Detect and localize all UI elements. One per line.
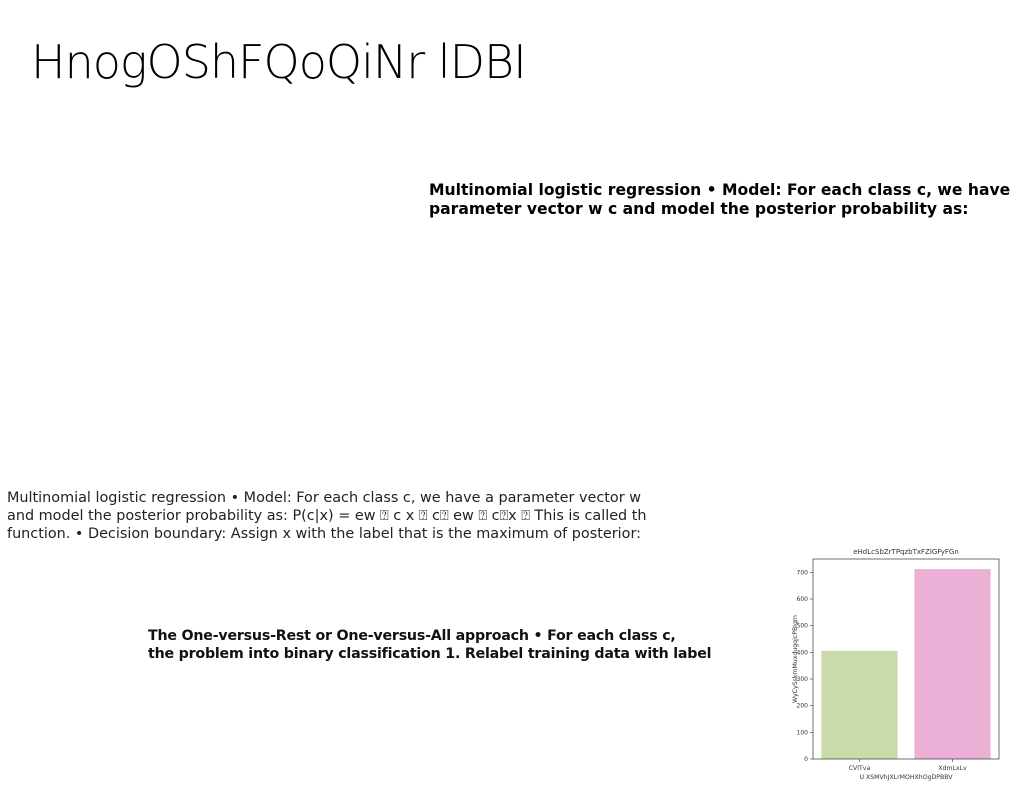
chart-title: eHdLcSbZrTPqzbTxFZIGFyFGn (853, 548, 959, 556)
y-tick-label: 500 (797, 623, 809, 630)
y-tick-label: 300 (797, 676, 809, 683)
y-tick-label: 600 (797, 596, 809, 603)
y-tick-label: 700 (797, 569, 809, 576)
text-line: and model the posterior probability as: … (7, 508, 647, 524)
text-block-multinomial-heading: Multinomial logistic regression • Model:… (429, 181, 1024, 218)
slide-title: HnogOShFQoQiNr lDBI (31, 35, 527, 89)
y-tick-label: 100 (797, 729, 809, 736)
y-tick-label: 0 (804, 756, 808, 763)
text-line: function. • Decision boundary: Assign x … (7, 526, 641, 542)
plot-frame (812, 558, 1000, 760)
y-tick-label: 200 (797, 703, 809, 710)
y-tick-label: 400 (797, 649, 809, 656)
text-line: the problem into binary classification 1… (148, 646, 712, 662)
chart-x-axis-label: U XSMVhJXLrMOHXhOgDPBBV (859, 774, 953, 781)
text-line: Multinomial logistic regression • Model:… (429, 181, 1011, 199)
bar (821, 651, 898, 759)
text-block-multinomial-body: Multinomial logistic regression • Model:… (7, 489, 647, 543)
text-block-one-vs-rest: The One-versus-Rest or One-versus-All ap… (148, 627, 748, 663)
text-line: parameter vector w c and model the poste… (429, 199, 969, 218)
bar (914, 569, 991, 759)
bar-chart: eHdLcSbZrTPqzbTxFZIGFyFGn WyCySskmMuxdug… (792, 548, 1000, 781)
x-tick-label: XdmLxLv (938, 765, 967, 772)
chart-y-axis-label: WyCySskmMuxdugqjcPBIqm (792, 615, 799, 703)
text-line: The One-versus-Rest or One-versus-All ap… (148, 628, 676, 644)
text-line: Multinomial logistic regression • Model:… (7, 490, 642, 506)
x-tick-label: CVlTva (849, 765, 871, 772)
